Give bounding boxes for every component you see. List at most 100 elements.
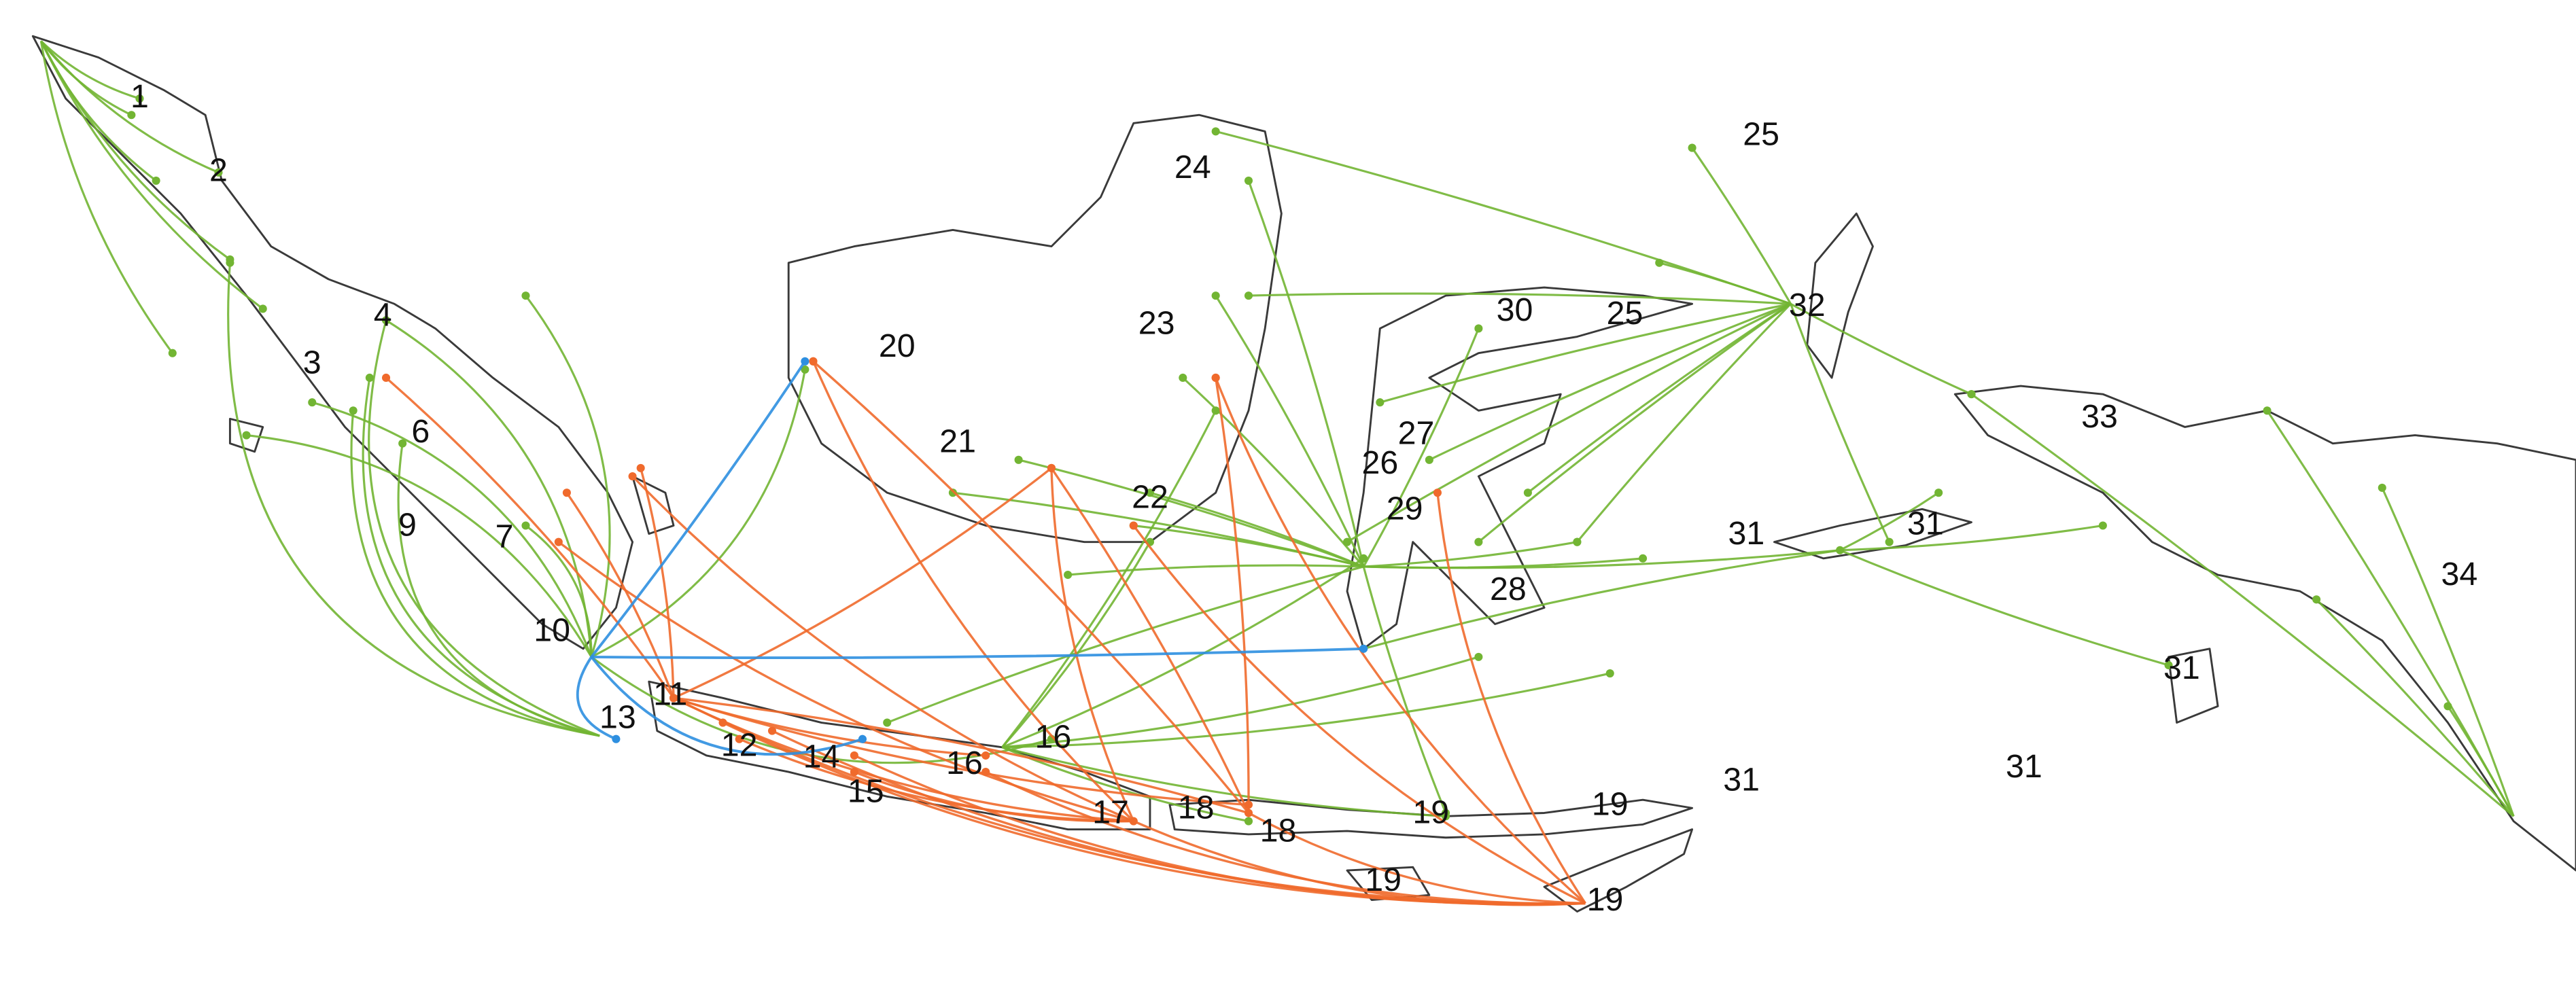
- region-label: 19: [1412, 794, 1449, 831]
- flow-line: [1658, 262, 1792, 305]
- flow-line: [1790, 303, 1891, 543]
- flow-line: [525, 295, 611, 658]
- flow-line: [40, 40, 140, 100]
- flow-head: [554, 537, 563, 546]
- sumatra: [31, 35, 634, 650]
- flow-line: [311, 401, 593, 658]
- flow-head: [628, 472, 637, 481]
- flow-head: [2164, 660, 2173, 670]
- flow-line: [1362, 327, 1480, 567]
- flow-line: [591, 369, 806, 658]
- flow-head: [636, 463, 645, 472]
- flow-line: [673, 696, 1249, 807]
- papua: [1953, 385, 2576, 872]
- region-label: 25: [1607, 295, 1643, 332]
- flow-head: [1244, 291, 1253, 300]
- flow-line: [246, 434, 593, 658]
- flow-line: [1182, 376, 1365, 567]
- flow-head: [1433, 489, 1442, 497]
- flow-line: [1215, 295, 1365, 567]
- flow-line: [1002, 656, 1479, 749]
- region-label: 22: [1132, 479, 1168, 516]
- flow-line: [2381, 487, 2515, 817]
- flow-line: [673, 696, 1134, 823]
- region-label: 25: [1743, 116, 1779, 152]
- flow-head: [2312, 595, 2321, 604]
- flow-line: [1002, 672, 1611, 749]
- region-label: 4: [374, 296, 392, 333]
- flow-line: [590, 360, 806, 658]
- flow-line: [1215, 130, 1792, 305]
- flow-head: [1211, 406, 1220, 415]
- region-label: 32: [1789, 287, 1826, 323]
- flow-line: [1363, 541, 1578, 568]
- flow-line: [1215, 377, 1586, 904]
- flow-head: [168, 349, 177, 357]
- region-label: 34: [2441, 556, 2478, 592]
- flow-head: [521, 521, 530, 530]
- region-label: 3: [303, 344, 321, 380]
- flow-line: [1346, 302, 1792, 544]
- flow-head: [1655, 258, 1664, 267]
- flow-line: [1362, 566, 1447, 814]
- region-label: 31: [1723, 761, 1760, 798]
- flow-head: [2378, 483, 2386, 492]
- flow-line: [1691, 147, 1792, 304]
- region-label: 31: [2006, 748, 2042, 785]
- flow-line: [1001, 541, 1151, 748]
- flow-line: [1436, 492, 1586, 904]
- flow-head: [242, 431, 251, 440]
- flow-lines: [39, 40, 2515, 906]
- flow-line: [591, 647, 1364, 660]
- flow-head: [1688, 143, 1696, 152]
- flow-line: [362, 377, 600, 737]
- flow-head: [1211, 291, 1220, 300]
- flow-head: [349, 406, 358, 415]
- flow-head: [858, 734, 867, 743]
- region-label: 16: [946, 745, 983, 781]
- flow-head: [850, 768, 858, 777]
- flow-line: [1840, 524, 2104, 552]
- flow-line: [985, 770, 1586, 905]
- flow-line: [385, 319, 593, 658]
- region-label: 31: [1728, 515, 1764, 552]
- flow-line: [854, 770, 1134, 823]
- flow-head: [1179, 373, 1187, 383]
- aru: [2168, 648, 2219, 724]
- flow-head: [135, 94, 144, 103]
- region-label: 30: [1497, 291, 1533, 328]
- flow-head: [1047, 463, 1056, 472]
- flow-line: [812, 360, 1250, 814]
- flow-head: [981, 751, 990, 760]
- region-label: 18: [1178, 789, 1215, 826]
- flow-head: [1639, 554, 1648, 563]
- flow-head: [767, 726, 777, 735]
- region-label: 1: [130, 78, 149, 115]
- flow-line: [1018, 459, 1364, 568]
- flow-line: [1790, 302, 1972, 395]
- flow-head: [398, 439, 407, 448]
- flow-line: [673, 696, 1249, 815]
- region-label: 20: [879, 327, 916, 364]
- flow-head: [1474, 537, 1483, 546]
- flow-head: [127, 111, 136, 120]
- region-label: 31: [1907, 505, 1944, 542]
- flow-head: [214, 168, 223, 177]
- flow-head: [1359, 554, 1368, 563]
- flow-head: [1474, 324, 1483, 333]
- region-label: 10: [534, 612, 570, 648]
- flow-line: [1527, 302, 1792, 494]
- flow-head: [1885, 537, 1894, 546]
- flow-head: [2098, 521, 2107, 530]
- flow-line: [40, 40, 133, 116]
- flow-line: [1247, 180, 1365, 567]
- region-label: 11: [653, 676, 687, 713]
- flow-head: [801, 357, 810, 366]
- flow-line: [227, 262, 600, 737]
- flow-head: [1211, 373, 1220, 383]
- region-label: 13: [599, 698, 636, 735]
- region-label: 2: [209, 152, 228, 189]
- flow-line: [1478, 302, 1792, 543]
